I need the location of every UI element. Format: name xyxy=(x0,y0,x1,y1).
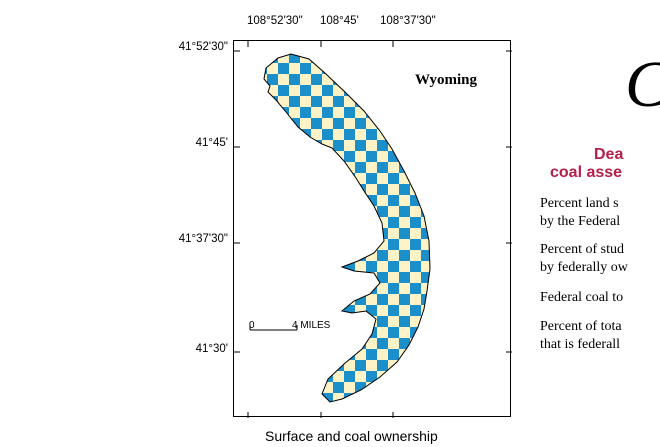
longitude-label: 108°45' xyxy=(320,15,359,27)
sidebar-glyph: C xyxy=(625,52,660,118)
latitude-label: 41°37'30" xyxy=(178,233,228,245)
longitude-label: 108°52'30" xyxy=(247,15,303,27)
map-ticks xyxy=(234,41,512,418)
scale-bar xyxy=(249,325,298,331)
stat-line: Percent land s xyxy=(540,196,619,211)
scale-miles-label: 4 MILES xyxy=(292,320,331,331)
longitude-label: 108°37'30" xyxy=(380,15,436,27)
stat-line: Percent of tota xyxy=(540,319,622,334)
map-frame xyxy=(233,40,512,418)
sidebar-title: Dea coal asse xyxy=(550,146,624,182)
latitude-label: 41°30' xyxy=(195,343,228,355)
sidebar-title-line: Dea xyxy=(594,146,624,163)
sidebar-title-line: coal asse xyxy=(550,164,623,181)
stat-item: Percent of stud by federally ow xyxy=(540,241,628,277)
state-label: Wyoming xyxy=(415,72,477,88)
stat-line: by the Federal xyxy=(540,214,621,229)
stat-line: Federal coal to xyxy=(540,290,624,305)
stat-item: Federal coal to xyxy=(540,289,623,307)
map-canvas xyxy=(234,41,512,418)
stat-line: that is federall xyxy=(540,337,621,352)
latitude-label: 41°45' xyxy=(195,137,228,149)
stat-line: Percent of stud xyxy=(540,242,624,257)
latitude-label: 41°52'30" xyxy=(178,41,228,53)
stat-item: Percent of tota that is federall xyxy=(540,318,622,354)
map-caption: Surface and coal ownership xyxy=(265,428,438,444)
stat-item: Percent land s by the Federal xyxy=(540,195,620,231)
study-area-polygon xyxy=(263,53,431,403)
stat-line: by federally ow xyxy=(540,260,628,275)
scale-zero-label: 0 xyxy=(249,320,255,331)
